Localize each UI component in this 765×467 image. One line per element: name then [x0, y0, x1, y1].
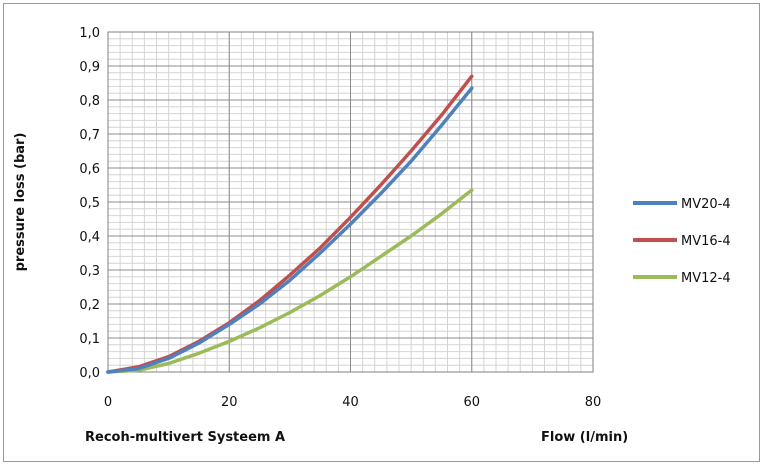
- y-tick-label: 0,6: [79, 162, 100, 177]
- legend-label-mv16-4: MV16-4: [681, 234, 731, 249]
- plot-area-border: [107, 31, 594, 373]
- legend: MV20-4 MV16-4 MV12-4: [633, 197, 731, 286]
- y-tick-label: 1,0: [79, 26, 100, 41]
- x-tick-label: 80: [585, 395, 602, 410]
- y-axis-title: pressure loss (bar): [13, 133, 28, 272]
- x-axis-tick-labels: 0 20 40 60 80: [104, 395, 601, 410]
- y-tick-label: 0,5: [79, 196, 100, 211]
- y-tick-label: 0,8: [79, 94, 100, 109]
- series-lines: [106, 74, 474, 374]
- y-tick-label: 0,9: [79, 60, 100, 75]
- legend-label-mv12-4: MV12-4: [681, 271, 731, 286]
- x-axis-title: Flow (l/min): [541, 430, 628, 445]
- y-tick-label: 0,3: [79, 264, 100, 279]
- y-tick-label: 0,4: [79, 230, 100, 245]
- series-line-mv12-4: [106, 188, 474, 374]
- legend-label-mv20-4: MV20-4: [681, 197, 731, 212]
- y-tick-label: 0,0: [79, 366, 100, 381]
- x-tick-label: 40: [342, 395, 359, 410]
- x-tick-label: 0: [104, 395, 112, 410]
- chart-footer-label: Recoh-multivert Systeem A: [85, 430, 285, 445]
- y-axis-tick-labels: 0,0 0,1 0,2 0,3 0,4 0,5 0,6 0,7 0,8 0,9 1,0: [79, 26, 100, 381]
- y-tick-label: 0,7: [79, 128, 100, 143]
- x-tick-label: 20: [221, 395, 238, 410]
- series-line-mv20-4: [106, 86, 474, 374]
- y-tick-label: 0,2: [79, 298, 100, 313]
- y-tick-label: 0,1: [79, 332, 100, 347]
- x-tick-label: 60: [463, 395, 480, 410]
